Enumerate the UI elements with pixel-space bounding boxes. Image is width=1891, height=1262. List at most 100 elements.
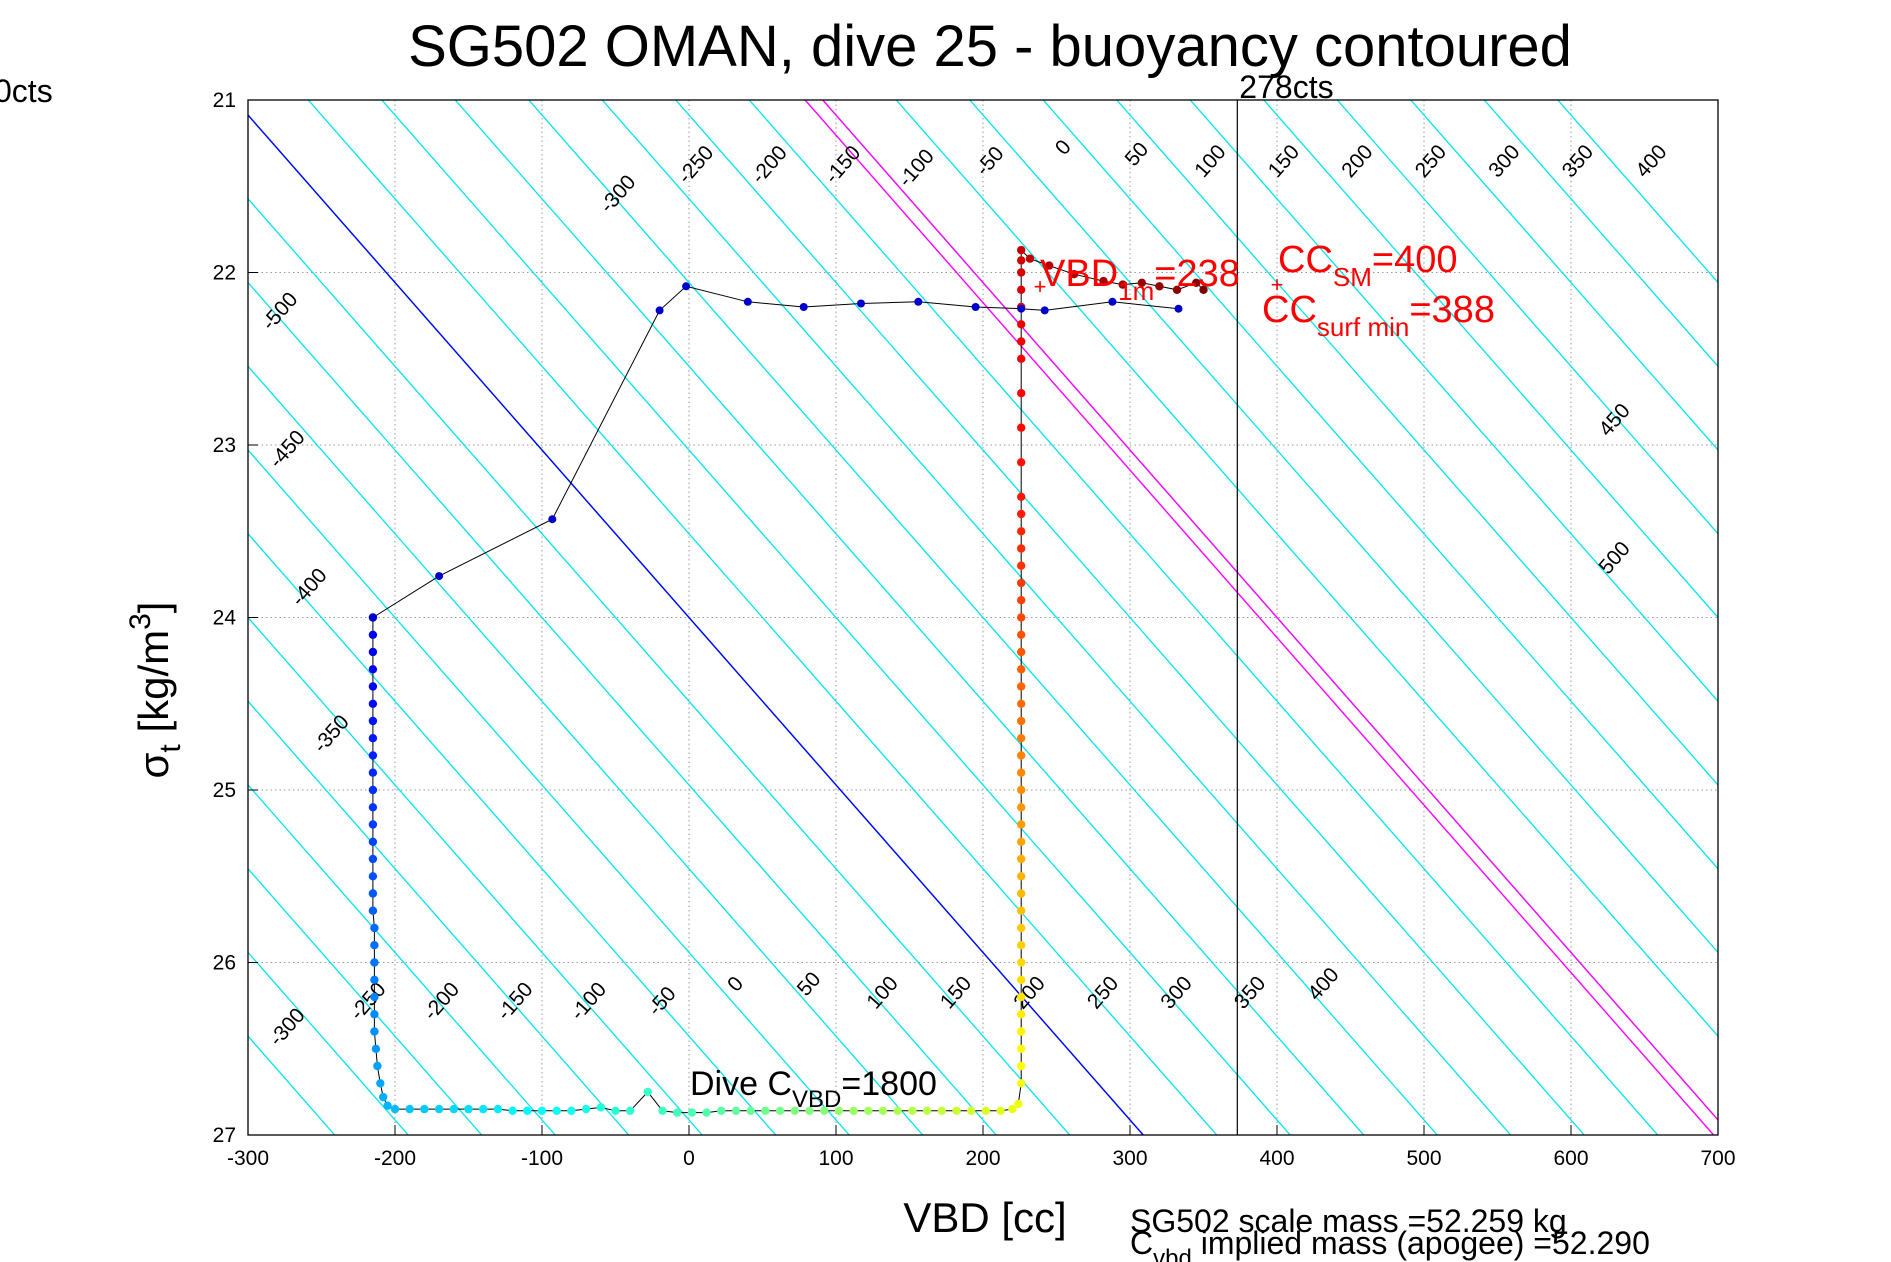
- contour-label: -100: [566, 978, 611, 1025]
- data-point: [687, 1108, 697, 1117]
- buoyancy-contour-line: [248, 616, 703, 1135]
- data-point: [643, 1087, 652, 1097]
- data-point: [952, 1106, 961, 1116]
- data-point: [1017, 734, 1026, 743]
- data-point: [1017, 389, 1026, 398]
- x-axis-ticks: -300 -200 -100 0 100 200 300 400 500 600 700: [227, 1125, 1736, 1170]
- data-point: [1017, 751, 1026, 760]
- data-point: [864, 1106, 873, 1116]
- data-point: [1017, 613, 1026, 622]
- x-tick-label: 300: [1112, 1147, 1147, 1170]
- contour-label: -150: [820, 141, 865, 188]
- data-point: [878, 1106, 888, 1116]
- y-label-main: σ: [130, 752, 177, 778]
- data-point: [1017, 1010, 1026, 1019]
- contour-label: 400: [1631, 141, 1671, 183]
- buoyancy-contour-line: [1336, 100, 1718, 535]
- data-point: [1017, 906, 1026, 915]
- y-tick-label: 21: [213, 89, 236, 112]
- data-point: [368, 647, 378, 657]
- contour-label: -50: [971, 142, 1008, 180]
- chart-title: SG502 OMAN, dive 25 - buoyancy contoured: [408, 14, 1572, 79]
- contour-label: 150: [936, 972, 976, 1014]
- data-point: [1172, 285, 1182, 294]
- data-point: [1017, 803, 1026, 812]
- data-point: [857, 299, 865, 308]
- buoyancy-contour-line: [307, 100, 1218, 1135]
- data-point: [611, 1106, 620, 1116]
- data-point: [981, 1106, 991, 1116]
- data-point: [1017, 544, 1026, 553]
- data-point: [567, 1106, 576, 1116]
- buoyancy-contour-line: [454, 100, 1365, 1135]
- contour-label: 400: [1303, 963, 1343, 1005]
- data-point: [1017, 785, 1026, 795]
- data-point: [368, 820, 378, 829]
- contour-label: 250: [1083, 972, 1123, 1014]
- contour-label: -50: [643, 982, 680, 1020]
- dive-cvbd-annotation: Dive CVBD=1800: [690, 1065, 937, 1113]
- data-point: [371, 1044, 381, 1054]
- y-tick-label: 22: [213, 262, 236, 285]
- data-point: [390, 1104, 400, 1114]
- data-point: [1017, 285, 1026, 294]
- scale-mass-text: SG502 scale mass =52.259 kg: [1130, 1203, 1567, 1239]
- contour-label: 350: [1230, 972, 1270, 1014]
- data-point: [893, 1106, 902, 1116]
- data-point: [1045, 261, 1054, 270]
- buoyancy-contour-line: [1116, 100, 1718, 786]
- data-point: [596, 1103, 605, 1112]
- contour-label: 350: [1558, 141, 1598, 183]
- x-tick-label: 600: [1553, 1147, 1588, 1170]
- buoyancy-contour-line: [1263, 100, 1718, 619]
- svg-text:σt [kg/m3]: σt [kg/m3]: [124, 602, 187, 779]
- y-tick-label: 26: [213, 952, 236, 975]
- data-point: [376, 1079, 385, 1088]
- buoyancy-contour-line: [748, 100, 1659, 1135]
- buoyancy-contour-line: [248, 365, 924, 1135]
- data-point: [370, 958, 379, 967]
- data-point: [743, 297, 752, 306]
- contour-label: 500: [1594, 537, 1634, 579]
- x-axis-label: VBD [cc]: [903, 1194, 1066, 1241]
- buoyancy-contour-line: [248, 449, 850, 1135]
- x-tick-label: 500: [1406, 1147, 1441, 1170]
- x-tick-label: -200: [374, 1147, 416, 1170]
- data-point: [1017, 992, 1026, 1002]
- data-point: [967, 1106, 976, 1116]
- data-point: [834, 1106, 844, 1116]
- y-label-close: ]: [130, 602, 177, 614]
- contour-label: -200: [419, 978, 464, 1025]
- data-point: [1017, 872, 1026, 881]
- data-point: [379, 1092, 388, 1102]
- contour-label: -500: [257, 288, 302, 335]
- y-tick-label: 25: [213, 779, 236, 802]
- contour-label: -150: [493, 978, 538, 1025]
- buoyancy-contour-line: [895, 100, 1718, 1038]
- data-point: [717, 1106, 726, 1116]
- contour-label: 0: [723, 972, 748, 996]
- data-point: [368, 716, 378, 726]
- buoyancy-contour-line: [601, 100, 1512, 1135]
- buoyancy-contour-line: [248, 867, 483, 1135]
- data-point: [368, 630, 378, 639]
- x-tick-label: 200: [965, 1147, 1000, 1170]
- data-point: [370, 923, 379, 933]
- left-edge-label: 0cts: [0, 73, 53, 109]
- y-label-sup: 3: [124, 613, 157, 630]
- x-tick-label: 0: [683, 1147, 695, 1170]
- data-point: [1017, 256, 1026, 265]
- contour-label: -300: [595, 171, 640, 218]
- data-point: [626, 1106, 635, 1116]
- data-point: [1017, 630, 1026, 639]
- data-point: [368, 854, 378, 864]
- data-point: [1069, 270, 1079, 279]
- data-point: [1099, 276, 1108, 286]
- data-point: [702, 1108, 711, 1117]
- special-contour-line: [822, 100, 1718, 1121]
- x-tick-label: -100: [521, 1147, 563, 1170]
- data-point: [1017, 923, 1026, 933]
- data-point: [746, 1106, 755, 1116]
- contour-label: 100: [862, 972, 902, 1014]
- data-point: [1017, 647, 1026, 657]
